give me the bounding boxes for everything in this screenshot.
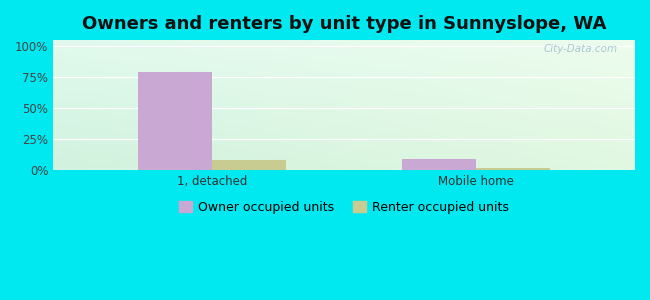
Legend: Owner occupied units, Renter occupied units: Owner occupied units, Renter occupied un… <box>174 196 514 219</box>
Bar <box>402 159 476 170</box>
Title: Owners and renters by unit type in Sunnyslope, WA: Owners and renters by unit type in Sunny… <box>82 15 606 33</box>
Bar <box>476 168 551 170</box>
Bar <box>212 160 286 170</box>
Bar <box>138 72 212 170</box>
Text: City-Data.com: City-Data.com <box>543 44 618 54</box>
